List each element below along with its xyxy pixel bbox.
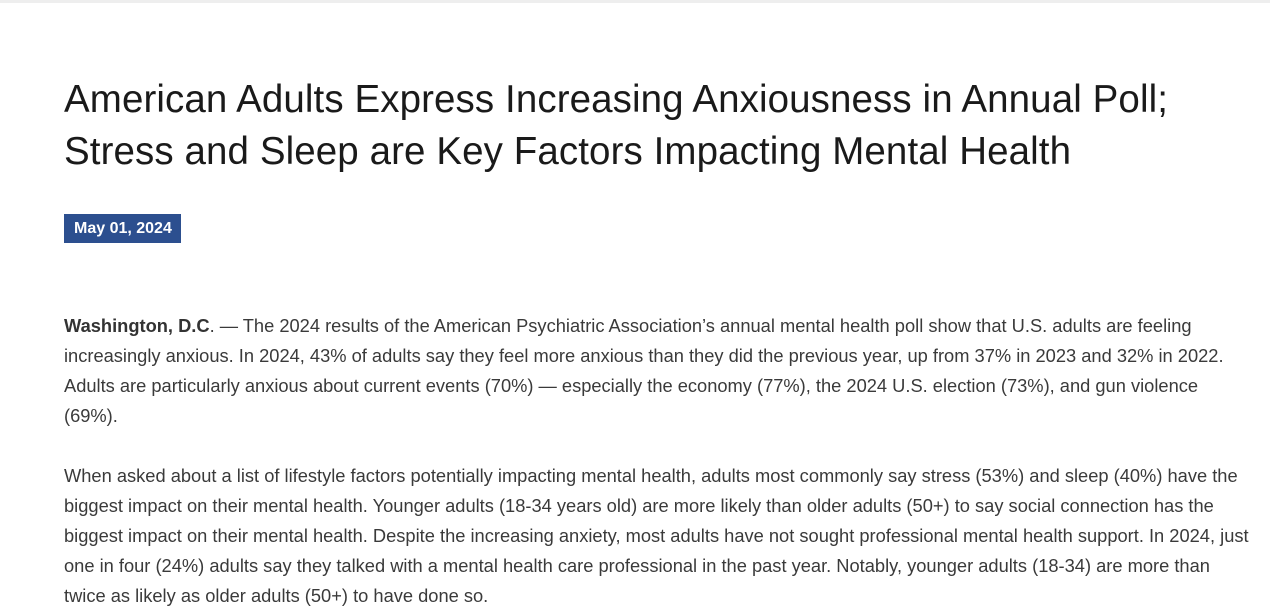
- headline-line-2: Stress and Sleep are Key Factors Impacti…: [64, 130, 1072, 173]
- article: American Adults Express Increasing Anxio…: [64, 74, 1254, 614]
- paragraph-1: Washington, D.C. — The 2024 results of t…: [64, 311, 1254, 431]
- paragraph-1-text: . — The 2024 results of the American Psy…: [64, 315, 1224, 426]
- top-divider: [0, 0, 1270, 3]
- dateline: Washington, D.C: [64, 315, 210, 336]
- article-headline: American Adults Express Increasing Anxio…: [64, 74, 1254, 178]
- paragraph-2: When asked about a list of lifestyle fac…: [64, 465, 1249, 606]
- headline-line-1: American Adults Express Increasing Anxio…: [64, 78, 1169, 121]
- date-badge: May 01, 2024: [64, 214, 181, 243]
- article-body: Washington, D.C. — The 2024 results of t…: [64, 311, 1254, 611]
